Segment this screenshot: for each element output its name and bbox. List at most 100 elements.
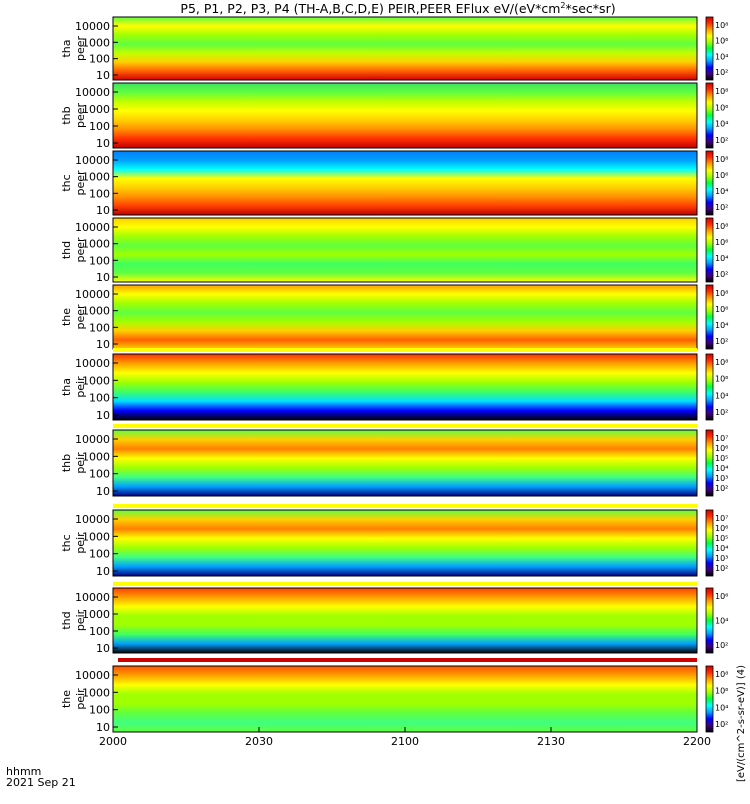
y-tick-label: 10000	[75, 513, 110, 526]
colorbar	[705, 82, 714, 149]
y-tick-label: 10	[96, 721, 110, 734]
y-tick-label: 1000	[82, 238, 110, 251]
colorbar-tick-label: 10²	[715, 720, 728, 729]
colorbar-tick-label: 10⁸	[715, 87, 728, 96]
y-tick-label: 10	[96, 69, 110, 82]
panel-instrument-label: peer	[74, 170, 87, 196]
y-tick-label: 1000	[82, 530, 110, 543]
panel-instrument-label: peir	[74, 376, 87, 398]
panel-probe-label: the	[60, 690, 73, 708]
y-tick-label: 100	[89, 120, 110, 133]
y-tick-label: 10	[96, 642, 110, 655]
panel-probe-label: thc	[60, 174, 73, 191]
spectrogram-image	[113, 510, 697, 576]
colorbar-tick-label: 10⁸	[715, 358, 728, 367]
panel-separator-strip	[113, 424, 697, 428]
y-tick-label: 1000	[82, 305, 110, 318]
colorbar-tick-label: 10⁸	[715, 155, 728, 164]
panel-probe-label: thb	[60, 454, 73, 472]
panel-instrument-label: peir	[74, 532, 87, 554]
colorbar-tick-label: 10⁶	[715, 592, 728, 601]
y-tick-label: 10	[96, 485, 110, 498]
colorbar-tick-label: 10⁶	[715, 305, 728, 314]
panel-instrument-label: peer	[74, 103, 87, 129]
colorbar-tick-label: 10⁶	[715, 687, 728, 696]
colorbar-tick-label: 10⁷	[715, 514, 728, 523]
y-tick-label: 100	[89, 254, 110, 267]
spectrogram-image	[113, 151, 697, 215]
y-tick-label: 10000	[75, 221, 110, 234]
colorbar-tick-label: 10⁴	[715, 254, 728, 263]
y-tick-label: 1000	[82, 171, 110, 184]
y-tick-label: 100	[89, 187, 110, 200]
panel-frame	[112, 217, 698, 283]
y-tick-label: 10	[96, 137, 110, 150]
x-tick-label: 2130	[537, 735, 565, 748]
panel-frame	[112, 82, 698, 149]
y-tick-label: 10	[96, 565, 110, 578]
colorbar-tick-label: 10⁴	[715, 187, 728, 196]
panel-probe-label: thd	[60, 241, 73, 259]
y-tick-label: 1000	[82, 450, 110, 463]
colorbar-tick-label: 10²	[715, 408, 728, 417]
y-tick-label: 1000	[82, 36, 110, 49]
panel-instrument-label: peer	[74, 36, 87, 62]
y-tick-label: 100	[89, 548, 110, 561]
y-tick-label: 10000	[75, 288, 110, 301]
colorbar-tick-label: 10⁴	[715, 391, 728, 400]
colorbar-tick-label: 10⁶	[715, 171, 728, 180]
spectrogram-image	[113, 83, 697, 148]
colorbar-tick-label: 10²	[715, 337, 728, 346]
colorbar	[705, 587, 714, 654]
panel-instrument-label: peir	[74, 452, 87, 474]
spectrogram-image	[113, 218, 697, 282]
colorbar-tick-label: 10²	[715, 136, 728, 145]
panel-frame	[112, 587, 698, 654]
colorbar-tick-label: 10⁸	[715, 670, 728, 679]
y-tick-label: 1000	[82, 103, 110, 116]
spectrogram-image	[113, 354, 697, 420]
colorbar-tick-label: 10⁴	[715, 464, 728, 473]
panel-probe-label: thc	[60, 534, 73, 551]
colorbar-tick-label: 10⁴	[715, 544, 728, 553]
panel-frame	[112, 429, 698, 497]
panel-probe-label: tha	[60, 378, 73, 396]
colorbar	[705, 665, 714, 733]
y-tick-label: 1000	[82, 608, 110, 621]
panel-frame	[112, 150, 698, 216]
chart-title-end: *sec*sr)	[565, 1, 615, 16]
colorbar-tick-label: 10²	[715, 641, 728, 650]
y-tick-label: 10	[96, 338, 110, 351]
colorbar-tick-label: 10⁶	[715, 37, 728, 46]
colorbar-tick-label: 10²	[715, 564, 728, 573]
x-tick-label: 2030	[245, 735, 273, 748]
date-label: 2021 Sep 21	[6, 776, 76, 789]
y-tick-label: 10	[96, 409, 110, 422]
x-tick-label: 2100	[391, 735, 419, 748]
y-tick-label: 100	[89, 468, 110, 481]
panel-probe-label: tha	[60, 39, 73, 57]
colorbar	[705, 429, 714, 497]
y-tick-label: 10000	[75, 20, 110, 33]
chart-title: P5, P1, P2, P3, P4 (TH-A,B,C,D,E) PEIR,P…	[180, 1, 615, 16]
colorbar-tick-label: 10⁴	[715, 321, 728, 330]
colorbar-tick-label: 10⁶	[715, 444, 728, 453]
spectrogram-image	[113, 17, 697, 80]
colorbar	[705, 509, 714, 577]
y-tick-label: 10000	[75, 433, 110, 446]
colorbar-tick-label: 10²	[715, 484, 728, 493]
panel-frame	[112, 509, 698, 577]
colorbar-tick-label: 10⁶	[715, 524, 728, 533]
panel-frame	[112, 353, 698, 421]
panel-separator-strip	[113, 504, 697, 508]
y-tick-label: 1000	[82, 374, 110, 387]
colorbar-tick-label: 10⁷	[715, 434, 728, 443]
